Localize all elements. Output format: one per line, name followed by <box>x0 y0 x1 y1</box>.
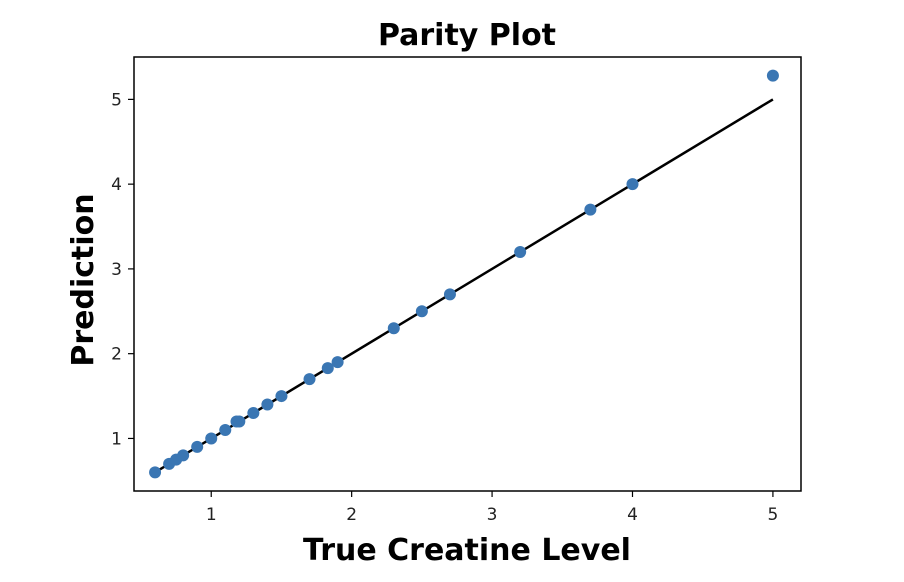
data-point <box>626 178 639 191</box>
data-point <box>247 407 260 420</box>
data-point <box>303 373 316 386</box>
parity-line-group <box>154 98 774 474</box>
data-point <box>275 390 288 403</box>
data-points-group <box>149 69 779 479</box>
y-tick-label: 3 <box>111 260 122 280</box>
y-tick-label: 5 <box>111 90 122 110</box>
data-point <box>321 362 334 375</box>
y-tick-label: 4 <box>111 175 122 195</box>
data-point <box>191 440 204 453</box>
data-point <box>219 423 232 436</box>
y-tick-label: 1 <box>111 429 122 449</box>
parity-line <box>154 98 774 474</box>
data-point <box>205 432 218 445</box>
x-axis-ticks: 1 2 3 4 5 <box>206 491 779 525</box>
x-axis-label: True Creatine Level <box>303 533 631 568</box>
data-point <box>387 322 400 335</box>
data-point <box>443 288 456 301</box>
x-tick-label: 3 <box>487 505 498 525</box>
data-point <box>331 356 344 369</box>
plot-area-frame <box>133 56 802 492</box>
data-point <box>261 398 274 411</box>
x-tick-label: 4 <box>627 505 638 525</box>
data-point <box>584 203 597 216</box>
x-tick-label: 2 <box>346 505 357 525</box>
data-point <box>233 415 246 428</box>
y-axis-ticks: 1 2 3 4 5 <box>111 90 134 449</box>
y-axis-label: Prediction <box>66 193 101 366</box>
data-point <box>514 245 527 258</box>
y-tick-label: 2 <box>111 345 122 365</box>
chart-title: Parity Plot <box>378 18 556 53</box>
data-point <box>415 305 428 318</box>
x-tick-label: 5 <box>768 505 779 525</box>
data-point <box>177 449 190 462</box>
data-point <box>149 466 162 479</box>
data-point <box>766 69 779 82</box>
x-tick-label: 1 <box>206 505 217 525</box>
